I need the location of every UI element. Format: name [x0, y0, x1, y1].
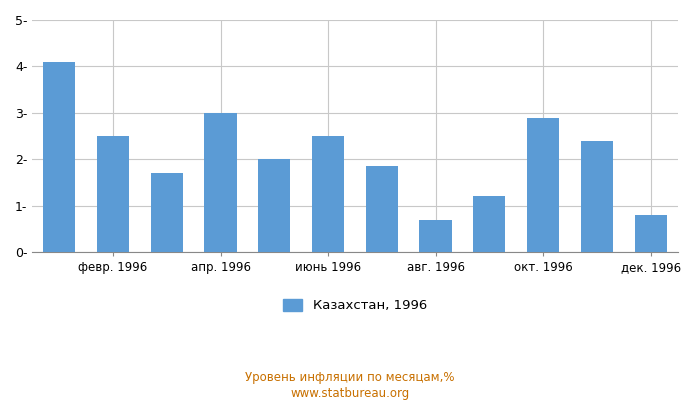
Bar	[419, 220, 452, 252]
Bar	[258, 159, 290, 252]
Bar	[527, 118, 559, 252]
Bar	[204, 113, 237, 252]
Bar	[581, 141, 613, 252]
Legend: Казахстан, 1996: Казахстан, 1996	[277, 294, 433, 318]
Bar	[150, 173, 183, 252]
Bar	[634, 215, 667, 252]
Bar	[43, 62, 76, 252]
Text: www.statbureau.org: www.statbureau.org	[290, 388, 410, 400]
Bar	[312, 136, 344, 252]
Bar	[473, 196, 505, 252]
Text: Уровень инфляции по месяцам,%: Уровень инфляции по месяцам,%	[245, 372, 455, 384]
Bar	[365, 166, 398, 252]
Bar	[97, 136, 129, 252]
